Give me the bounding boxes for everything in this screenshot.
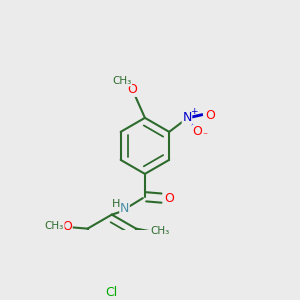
Text: O: O xyxy=(127,83,137,96)
Text: O: O xyxy=(164,192,174,205)
Text: O: O xyxy=(205,109,215,122)
Text: O: O xyxy=(62,220,72,232)
Text: CH₃: CH₃ xyxy=(45,221,64,231)
Text: CH₃: CH₃ xyxy=(112,76,132,86)
Text: O: O xyxy=(192,125,202,138)
Text: N: N xyxy=(182,111,192,124)
Text: +: + xyxy=(190,107,198,116)
Text: ⁻: ⁻ xyxy=(202,131,207,141)
Text: Cl: Cl xyxy=(106,286,118,299)
Text: N: N xyxy=(120,202,129,215)
Text: CH₃: CH₃ xyxy=(151,226,170,236)
Text: H: H xyxy=(112,199,121,209)
